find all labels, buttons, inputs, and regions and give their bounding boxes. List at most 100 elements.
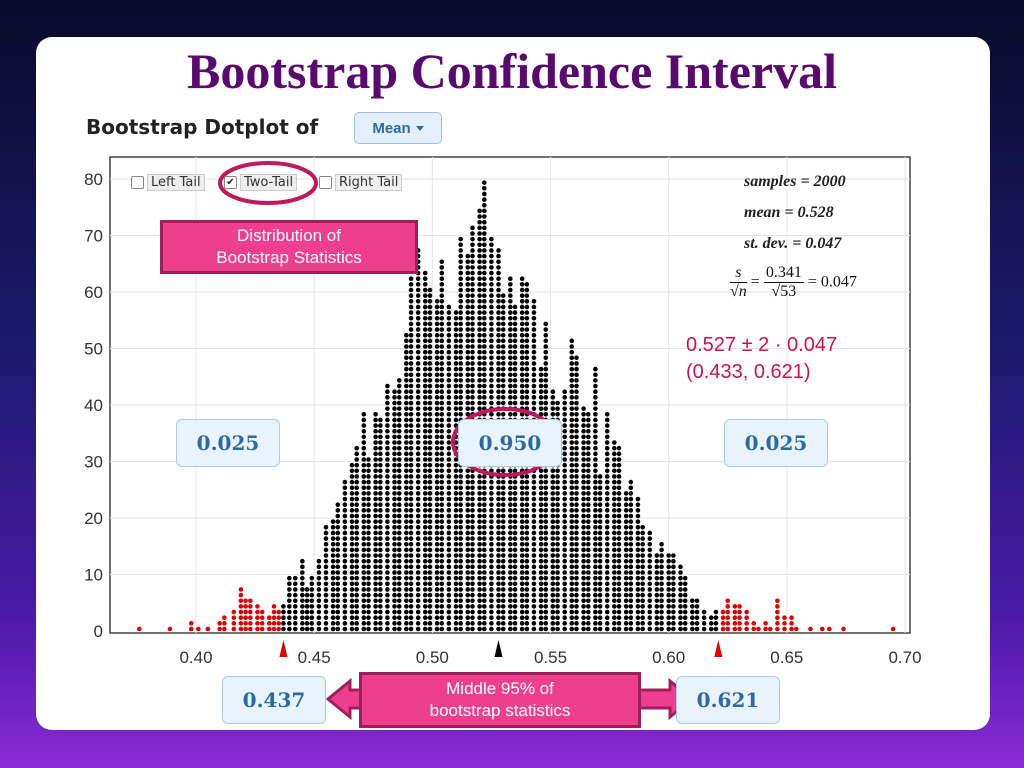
bootstrap-dot <box>635 564 641 570</box>
bootstrap-dot <box>408 626 414 632</box>
bootstrap-dot <box>574 378 579 383</box>
bootstrap-dot <box>439 558 445 564</box>
bootstrap-dot <box>612 564 617 570</box>
bootstrap-dot <box>538 587 544 592</box>
bootstrap-dot <box>612 615 617 620</box>
bootstrap-dot <box>396 496 402 502</box>
bootstrap-dot <box>422 400 428 406</box>
bootstrap-dot <box>439 378 445 383</box>
bootstrap-dot <box>458 349 463 355</box>
bootstrap-dot <box>775 615 780 620</box>
bootstrap-dot <box>562 530 567 536</box>
bootstrap-dot <box>231 615 237 620</box>
bootstrap-dot <box>465 361 471 366</box>
bootstrap-dot <box>678 564 683 570</box>
bootstrap-dot <box>465 508 471 513</box>
bootstrap-dot <box>396 598 402 604</box>
bootstrap-dot <box>489 299 494 304</box>
bootstrap-dot <box>415 541 421 547</box>
bootstrap-dot <box>543 395 549 400</box>
mean-marker[interactable] <box>494 640 503 657</box>
bootstrap-dot <box>508 547 513 553</box>
statistic-select[interactable]: Mean <box>354 112 442 144</box>
lower-cutoff-marker[interactable] <box>279 640 288 657</box>
bootstrap-dot <box>569 564 575 570</box>
bootstrap-dot <box>439 287 445 293</box>
bootstrap-dot <box>342 615 348 620</box>
bootstrap-dot <box>482 248 487 253</box>
bootstrap-dot <box>586 479 591 485</box>
bootstrap-dot <box>581 564 586 570</box>
bootstrap-dot <box>361 530 367 536</box>
bootstrap-dot <box>524 332 530 338</box>
right-tail-checkbox[interactable] <box>319 176 332 189</box>
two-tail-checkbox[interactable]: ✔ <box>224 176 237 189</box>
bootstrap-dot <box>496 270 501 276</box>
upper-cutoff-marker[interactable] <box>714 640 723 657</box>
bootstrap-dot <box>470 513 475 519</box>
bootstrap-dot <box>659 621 664 626</box>
bootstrap-dot <box>482 400 487 406</box>
bootstrap-dot <box>720 621 726 626</box>
bootstrap-dot <box>316 626 322 632</box>
bootstrap-dot <box>569 474 575 479</box>
bootstrap-dot <box>335 525 341 530</box>
bootstrap-dot <box>512 479 518 485</box>
left-tail-checkbox[interactable] <box>131 176 144 189</box>
bootstrap-dot <box>385 479 390 485</box>
bootstrap-dot <box>434 383 440 389</box>
bootstrap-dot <box>640 564 645 570</box>
bootstrap-dot <box>678 570 683 575</box>
bootstrap-dot <box>581 468 586 474</box>
bootstrap-dot <box>385 474 390 479</box>
middle-proportion[interactable]: 0.950 <box>458 419 562 467</box>
bootstrap-dot <box>496 412 501 417</box>
right-tail-option[interactable]: Right Tail <box>319 174 403 191</box>
bootstrap-dot <box>373 445 378 451</box>
bootstrap-dot <box>477 372 482 378</box>
two-tail-option[interactable]: ✔ Two-Tail <box>224 174 298 191</box>
left-tail-proportion[interactable]: 0.025 <box>176 419 280 467</box>
bootstrap-dot <box>385 604 390 609</box>
lower-endpoint-box[interactable]: 0.437 <box>222 676 326 724</box>
bootstrap-dot <box>508 282 513 287</box>
bootstrap-dot <box>396 474 402 479</box>
upper-endpoint-box[interactable]: 0.621 <box>676 676 780 724</box>
bootstrap-dot <box>300 558 305 564</box>
bootstrap-dot <box>519 355 525 361</box>
bootstrap-dot <box>415 310 421 315</box>
bootstrap-dot <box>477 485 482 491</box>
bootstrap-dot <box>500 609 506 615</box>
bootstrap-dot <box>342 513 348 519</box>
bootstrap-dot <box>396 462 402 468</box>
bootstrap-dot <box>422 366 428 372</box>
bootstrap-dot <box>508 287 513 293</box>
bootstrap-dot <box>465 395 471 400</box>
bootstrap-dot <box>647 558 653 564</box>
bootstrap-dot <box>408 412 414 417</box>
bootstrap-dot <box>593 598 598 604</box>
bootstrap-dot <box>434 338 440 344</box>
bootstrap-dot <box>404 349 409 355</box>
bootstrap-dot <box>392 423 397 428</box>
bootstrap-dot <box>434 598 440 604</box>
bootstrap-dot <box>496 604 501 609</box>
bootstrap-dot <box>496 536 501 541</box>
bootstrap-dot <box>396 434 402 440</box>
bootstrap-dot <box>666 564 671 570</box>
bootstrap-dot <box>458 558 463 564</box>
bootstrap-dot <box>396 508 402 513</box>
right-tail-proportion[interactable]: 0.025 <box>724 419 828 467</box>
bootstrap-dot <box>446 502 452 508</box>
bootstrap-dot <box>569 349 575 355</box>
left-tail-option[interactable]: Left Tail <box>131 174 205 191</box>
bootstrap-dot <box>597 485 603 491</box>
bootstrap-dot <box>538 508 544 513</box>
bootstrap-dot <box>434 581 440 587</box>
dot-column <box>782 615 787 632</box>
bootstrap-dot <box>597 592 603 598</box>
bootstrap-dot <box>654 615 660 620</box>
bootstrap-dot <box>555 558 560 564</box>
bootstrap-dot <box>349 609 355 615</box>
bootstrap-dot <box>500 321 506 327</box>
